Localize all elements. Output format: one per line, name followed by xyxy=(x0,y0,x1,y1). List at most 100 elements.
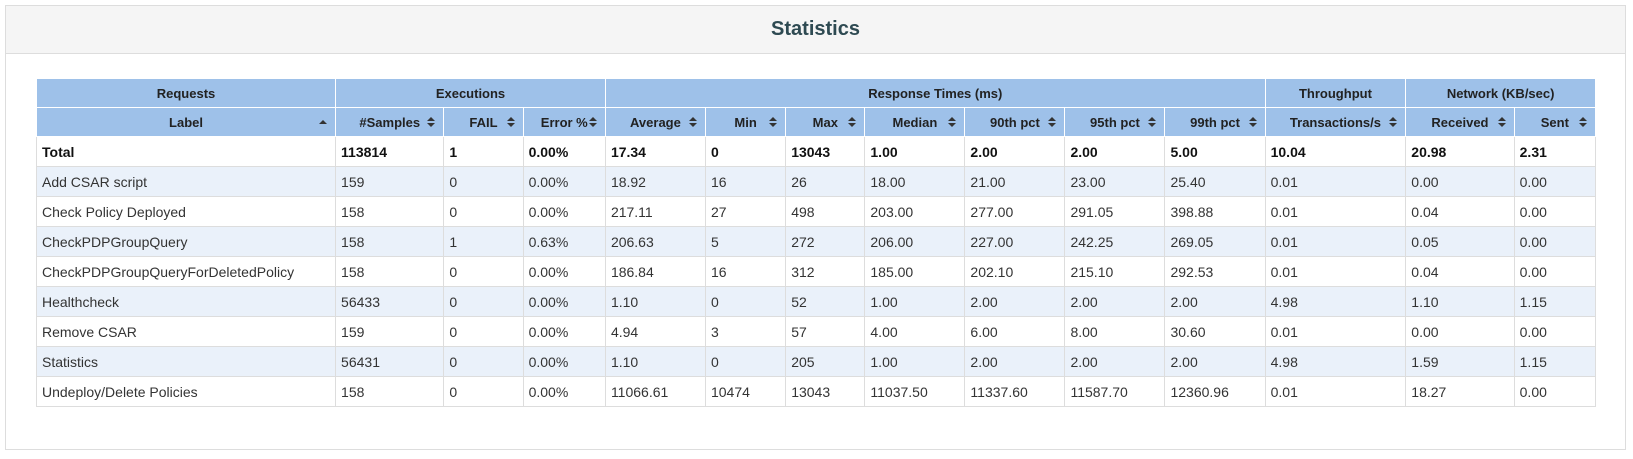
cell-error: 0.00% xyxy=(522,256,606,287)
cell-received: 1.59 xyxy=(1405,346,1515,377)
sort-both-icon xyxy=(769,116,778,128)
cell-median: 203.00 xyxy=(864,196,966,227)
column-header-95th-pct[interactable]: 95th pct xyxy=(1064,107,1166,137)
column-header-transactions-s[interactable]: Transactions/s xyxy=(1264,107,1407,137)
cell-average: 4.94 xyxy=(604,316,706,347)
column-header-label: Received xyxy=(1431,114,1489,130)
sort-both-icon xyxy=(427,116,436,128)
cell-99th-pct: 30.60 xyxy=(1164,316,1266,347)
sort-both-icon xyxy=(1389,116,1398,128)
cell-99th-pct: 2.00 xyxy=(1164,286,1266,317)
cell-min: 27 xyxy=(704,196,787,227)
column-group-header-row: Requests Executions Response Times (ms) Thr… xyxy=(35,78,1596,108)
cell-average: 17.34 xyxy=(604,136,706,167)
statistics-table: Requests Executions Response Times (ms) Thr… xyxy=(35,78,1597,407)
cell-90th-pct: 21.00 xyxy=(964,166,1066,197)
cell-90th-pct: 277.00 xyxy=(964,196,1066,227)
column-header-label[interactable]: Label xyxy=(35,107,337,137)
column-header-sent[interactable]: Sent xyxy=(1513,107,1597,137)
column-header-average[interactable]: Average xyxy=(604,107,706,137)
cell-95th-pct: 11587.70 xyxy=(1064,376,1166,407)
cell-label: Statistics xyxy=(35,346,337,377)
panel-heading: Statistics xyxy=(6,6,1625,54)
cell-received: 0.05 xyxy=(1405,226,1515,257)
sort-both-icon xyxy=(1148,116,1157,128)
table-row: Undeploy/Delete Policies 158 0 0.00% 11066.6… xyxy=(35,376,1597,407)
cell-average: 217.11 xyxy=(604,196,706,227)
cell-min: 16 xyxy=(704,166,787,197)
cell-received: 18.27 xyxy=(1405,376,1515,407)
cell-label: Add CSAR script xyxy=(35,166,337,197)
column-header-samples[interactable]: #Samples xyxy=(335,107,445,137)
total-row: Total 113814 1 0.00% 17.34 0 13043 1.00 2.00 2.00… xyxy=(35,136,1597,167)
cell-max: 272 xyxy=(785,226,866,257)
cell-95th-pct: 2.00 xyxy=(1064,346,1166,377)
column-header-label: Error % xyxy=(540,114,588,130)
cell-99th-pct: 25.40 xyxy=(1164,166,1266,197)
cell-90th-pct: 202.10 xyxy=(964,256,1066,287)
table-row: CheckPDPGroupQueryForDeletedPolicy 158 0 0.… xyxy=(35,256,1597,287)
cell-median: 11037.50 xyxy=(864,376,966,407)
cell-received: 0.04 xyxy=(1405,256,1515,287)
cell-fail: 0 xyxy=(443,376,524,407)
column-header-fail[interactable]: FAIL xyxy=(443,107,524,137)
cell-min: 0 xyxy=(704,286,787,317)
cell-median: 1.00 xyxy=(864,286,966,317)
column-header-label: Label xyxy=(169,114,203,130)
cell-fail: 0 xyxy=(443,256,524,287)
cell-fail: 1 xyxy=(443,136,524,167)
cell-received: 0.00 xyxy=(1405,316,1515,347)
table-row: Check Policy Deployed 158 0 0.00% 217.11 27 49… xyxy=(35,196,1597,227)
column-header-label: Transactions/s xyxy=(1289,114,1381,130)
cell-min: 5 xyxy=(704,226,787,257)
cell-label: Healthcheck xyxy=(35,286,337,317)
column-header-label: Sent xyxy=(1540,114,1569,130)
column-header-label: 99th pct xyxy=(1190,114,1240,130)
column-header-90th-pct[interactable]: 90th pct xyxy=(964,107,1066,137)
cell-sent: 0.00 xyxy=(1513,166,1597,197)
cell-fail: 0 xyxy=(443,286,524,317)
cell-samples: 159 xyxy=(335,316,445,347)
cell-samples: 158 xyxy=(335,196,445,227)
cell-label: CheckPDPGroupQuery xyxy=(35,226,337,257)
cell-median: 206.00 xyxy=(864,226,966,257)
column-header-median[interactable]: Median xyxy=(864,107,966,137)
column-header-max[interactable]: Max xyxy=(785,107,866,137)
cell-transactions-s: 0.01 xyxy=(1264,316,1407,347)
cell-received: 1.10 xyxy=(1405,286,1515,317)
column-header-error[interactable]: Error % xyxy=(522,107,606,137)
cell-max: 312 xyxy=(785,256,866,287)
cell-transactions-s: 0.01 xyxy=(1264,196,1407,227)
cell-samples: 159 xyxy=(335,166,445,197)
column-header-received[interactable]: Received xyxy=(1405,107,1515,137)
cell-min: 16 xyxy=(704,256,787,287)
cell-median: 4.00 xyxy=(864,316,966,347)
cell-95th-pct: 215.10 xyxy=(1064,256,1166,287)
cell-error: 0.00% xyxy=(522,286,606,317)
sort-both-icon xyxy=(848,116,857,128)
cell-min: 0 xyxy=(704,136,787,167)
cell-sent: 0.00 xyxy=(1513,196,1597,227)
column-header-min[interactable]: Min xyxy=(704,107,787,137)
page-title: Statistics xyxy=(771,18,860,40)
cell-95th-pct: 2.00 xyxy=(1064,136,1166,167)
column-header-label: 95th pct xyxy=(1090,114,1140,130)
sort-both-icon xyxy=(506,116,515,128)
sort-both-icon xyxy=(1048,116,1057,128)
sort-both-icon xyxy=(588,116,597,128)
group-header-throughput: Throughput xyxy=(1264,78,1407,108)
column-header-label: Average xyxy=(630,114,681,130)
cell-samples: 158 xyxy=(335,256,445,287)
cell-fail: 0 xyxy=(443,346,524,377)
cell-average: 11066.61 xyxy=(604,376,706,407)
cell-sent: 0.00 xyxy=(1513,256,1597,287)
cell-95th-pct: 23.00 xyxy=(1064,166,1166,197)
cell-90th-pct: 2.00 xyxy=(964,346,1066,377)
cell-samples: 158 xyxy=(335,376,445,407)
column-header-label: #Samples xyxy=(359,114,421,130)
cell-90th-pct: 2.00 xyxy=(964,286,1066,317)
cell-received: 0.04 xyxy=(1405,196,1515,227)
cell-95th-pct: 8.00 xyxy=(1064,316,1166,347)
column-header-99th-pct[interactable]: 99th pct xyxy=(1164,107,1266,137)
cell-median: 1.00 xyxy=(864,136,966,167)
